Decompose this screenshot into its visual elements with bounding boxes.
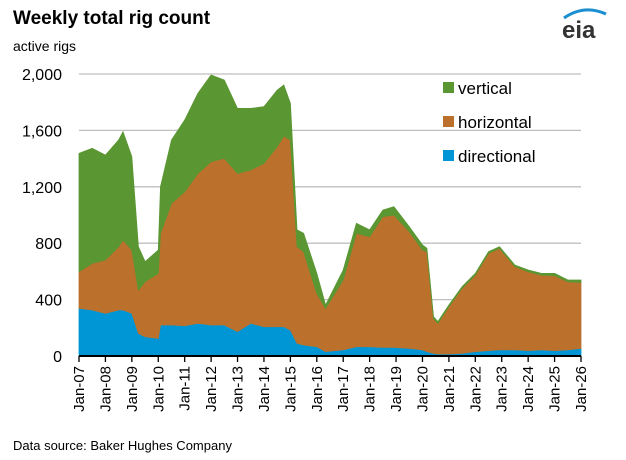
x-tick-label: Jan-22 xyxy=(467,366,484,412)
x-tick-label: Jan-15 xyxy=(282,366,299,412)
data-source-note: Data source: Baker Hughes Company xyxy=(13,438,232,453)
legend-swatch-directional xyxy=(443,150,454,161)
x-tick-label: Jan-26 xyxy=(573,366,590,412)
chart-title: Weekly total rig count xyxy=(13,8,211,29)
x-tick-label: Jan-21 xyxy=(441,366,458,412)
x-tick-label: Jan-17 xyxy=(335,366,352,412)
x-tick-label: Jan-18 xyxy=(362,366,379,412)
y-axis-unit-label: active rigs xyxy=(13,38,77,54)
area-vertical xyxy=(78,74,582,324)
y-tick-label: 0 xyxy=(53,349,62,366)
x-tick-label: Jan-25 xyxy=(547,366,564,412)
x-tick-label: Jan-11 xyxy=(177,366,194,411)
eia-logo: eia xyxy=(556,6,612,47)
x-tick-label: Jan-09 xyxy=(124,366,141,412)
x-tick-label: Jan-23 xyxy=(494,366,511,412)
x-tick-label: Jan-07 xyxy=(71,366,88,412)
legend-swatch-horizontal xyxy=(443,116,454,127)
legend-label-directional: directional xyxy=(458,147,536,166)
y-tick-label: 1,600 xyxy=(22,123,62,140)
y-tick-label: 2,000 xyxy=(22,67,62,84)
legend-label-horizontal: horizontal xyxy=(458,113,532,132)
y-tick-label: 400 xyxy=(35,293,62,310)
x-tick-label: Jan-14 xyxy=(256,366,273,412)
legend-swatch-vertical xyxy=(443,82,454,93)
x-tick-label: Jan-12 xyxy=(203,366,220,412)
area-horizontal xyxy=(78,135,582,355)
x-tick-label: Jan-13 xyxy=(230,366,247,412)
x-tick-label: Jan-20 xyxy=(414,366,431,412)
svg-text:eia: eia xyxy=(562,17,596,42)
x-tick-label: Jan-24 xyxy=(520,366,537,412)
y-tick-label: 800 xyxy=(35,236,62,253)
x-tick-label: Jan-16 xyxy=(309,366,326,412)
x-tick-label: Jan-19 xyxy=(388,366,405,412)
legend-label-vertical: vertical xyxy=(458,79,512,98)
y-tick-label: 1,200 xyxy=(22,180,62,197)
x-tick-label: Jan-08 xyxy=(97,366,114,412)
x-tick-label: Jan-10 xyxy=(150,366,167,412)
